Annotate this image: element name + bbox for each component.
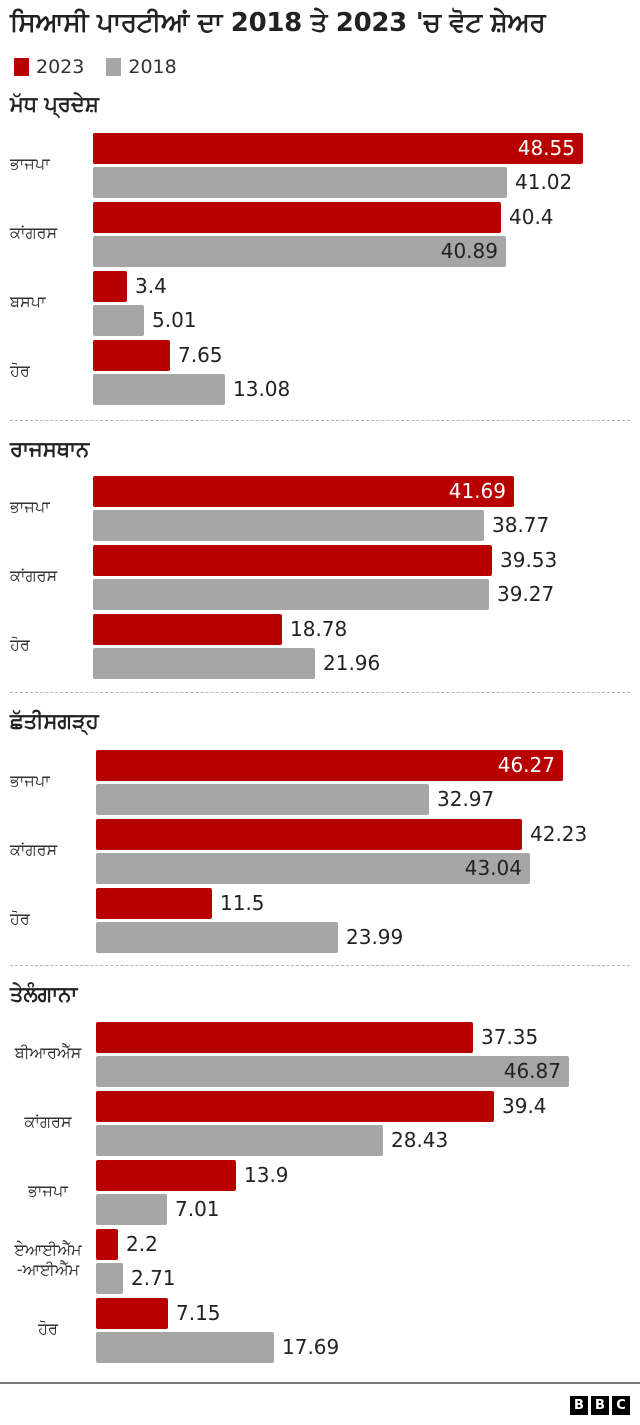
bar-2023: [93, 202, 501, 233]
value-label-2023: 2.2: [126, 1232, 158, 1256]
party-label: ਹੋਰ: [38, 1318, 58, 1338]
section-title: ਤੇਲੰਗਾਨਾ: [10, 982, 78, 1006]
value-label-2023: 40.4: [509, 205, 554, 229]
value-label-2018: 23.99: [346, 925, 404, 949]
bar-2023: [96, 1298, 168, 1329]
value-label-2018: 5.01: [152, 308, 197, 332]
legend-item-2023: 2023: [14, 56, 84, 78]
value-label-2018: 41.02: [515, 170, 573, 194]
party-label: ਹੋਰ: [10, 634, 30, 654]
value-label-2018: 43.04: [464, 856, 522, 880]
value-label-2018: 32.97: [437, 787, 495, 811]
bar-2018: [93, 510, 484, 541]
party-label: ਭਾਜਪਾ: [10, 770, 50, 790]
legend-swatch-2023: [14, 58, 29, 76]
section-divider: [10, 965, 630, 966]
bar-2023: [96, 819, 522, 850]
bar-2023: [96, 750, 563, 781]
bar-2018: [96, 853, 530, 884]
bbc-logo-letter: B: [570, 1396, 588, 1415]
bar-2023: [93, 340, 170, 371]
bar-2023: [96, 888, 212, 919]
section-title: ਮੱਧ ਪ੍ਰਦੇਸ਼: [10, 92, 99, 116]
party-label: ਏਆਈਐੱਮ -ਆਈਐੱਮ: [14, 1239, 82, 1279]
bar-2023: [93, 545, 492, 576]
section-divider: [10, 420, 630, 421]
bar-2023: [93, 476, 514, 507]
legend-label-2018: 2018: [128, 56, 177, 78]
value-label-2023: 13.9: [244, 1163, 289, 1187]
bar-2018: [93, 374, 225, 405]
legend-swatch-2018: [106, 58, 122, 76]
value-label-2018: 21.96: [323, 651, 381, 675]
value-label-2018: 2.71: [131, 1266, 176, 1290]
legend: 2023 2018: [14, 56, 199, 78]
bar-2018: [96, 1263, 123, 1294]
legend-item-2018: 2018: [106, 56, 177, 78]
value-label-2018: 13.08: [233, 377, 291, 401]
bar-2023: [93, 271, 127, 302]
value-label-2023: 18.78: [290, 617, 348, 641]
party-label: ਕਾਂਗਰਸ: [24, 1111, 72, 1131]
party-label: ਕਾਂਗਰਸ: [10, 839, 58, 859]
bar-2018: [96, 784, 429, 815]
party-label: ਹੋਰ: [10, 360, 30, 380]
bar-2018: [96, 1125, 383, 1156]
party-label: ਭਾਜਪਾ: [10, 496, 50, 516]
bar-2018: [93, 305, 144, 336]
bar-2018: [96, 1194, 167, 1225]
value-label-2023: 3.4: [135, 274, 167, 298]
value-label-2023: 11.5: [220, 891, 265, 915]
bar-2018: [93, 236, 506, 267]
bar-2023: [96, 1229, 118, 1260]
value-label-2018: 39.27: [497, 582, 555, 606]
bbc-logo-letter: C: [612, 1396, 630, 1415]
section-divider: [10, 692, 630, 693]
value-label-2023: 39.4: [502, 1094, 547, 1118]
bar-2023: [93, 133, 583, 164]
value-label-2018: 28.43: [391, 1128, 449, 1152]
value-label-2023: 46.27: [497, 753, 555, 777]
bar-2018: [96, 1332, 274, 1363]
value-label-2023: 42.23: [530, 822, 588, 846]
value-label-2023: 48.55: [517, 136, 575, 160]
section-title: ਰਾਜਸਥਾਨ: [10, 437, 90, 461]
bar-2018: [93, 167, 507, 198]
value-label-2023: 41.69: [448, 479, 506, 503]
party-label: ਕਾਂਗਰਸ: [10, 222, 58, 242]
value-label-2023: 37.35: [481, 1025, 539, 1049]
footer-divider: [0, 1382, 640, 1384]
bar-2023: [96, 1022, 473, 1053]
party-label: ਭਾਜਪਾ: [28, 1180, 68, 1200]
party-label: ਹੋਰ: [10, 908, 30, 928]
party-label: ਭਾਜਪਾ: [10, 153, 50, 173]
value-label-2023: 7.65: [178, 343, 223, 367]
value-label-2023: 39.53: [500, 548, 558, 572]
bbc-logo-letter: B: [591, 1396, 609, 1415]
bar-2023: [96, 1160, 236, 1191]
section-title: ਛੱਤੀਸਗੜ੍ਹ: [10, 709, 99, 733]
bbc-logo: B B C: [570, 1396, 633, 1415]
value-label-2023: 7.15: [176, 1301, 221, 1325]
party-label: ਬੀਆਰਐੱਸ: [14, 1042, 82, 1062]
bar-2018: [96, 922, 338, 953]
value-label-2018: 46.87: [503, 1059, 561, 1083]
value-label-2018: 17.69: [282, 1335, 340, 1359]
bar-2018: [93, 648, 315, 679]
value-label-2018: 38.77: [492, 513, 550, 537]
party-label: ਕਾਂਗਰਸ: [10, 565, 58, 585]
chart-title: ਸਿਆਸੀ ਪਾਰਟੀਆਂ ਦਾ 2018 ਤੇ 2023 'ਚ ਵੋਟ ਸ਼ੇ…: [10, 8, 546, 38]
bar-2023: [93, 614, 282, 645]
bar-2018: [96, 1056, 569, 1087]
party-label: ਬਸਪਾ: [10, 291, 46, 311]
value-label-2018: 40.89: [440, 239, 498, 263]
value-label-2018: 7.01: [175, 1197, 220, 1221]
bar-2018: [93, 579, 489, 610]
legend-label-2023: 2023: [36, 56, 85, 78]
bar-2023: [96, 1091, 494, 1122]
